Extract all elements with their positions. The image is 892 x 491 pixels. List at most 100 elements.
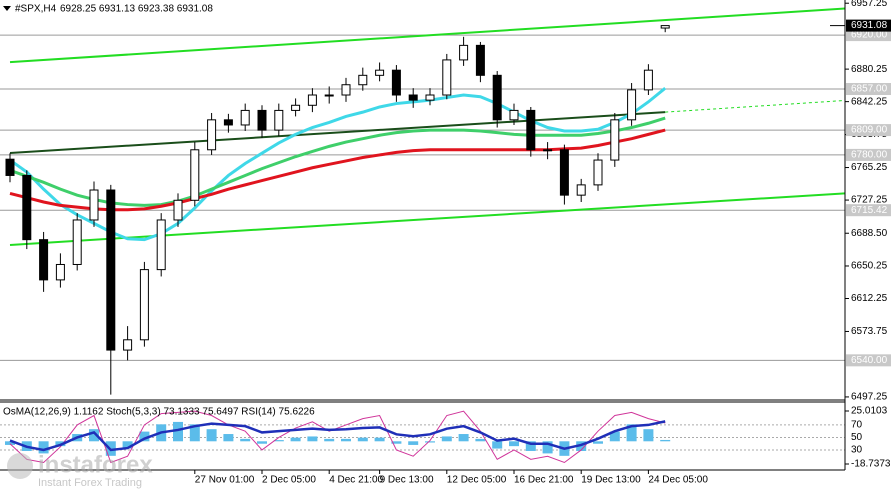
chart-title: #SPX,H4 [15, 4, 57, 15]
candle-body [442, 59, 452, 96]
level-label: 6809.00 [851, 125, 888, 136]
histogram-bar [257, 441, 267, 444]
moving-average [9, 116, 666, 207]
y-tick-label: 6727.25 [851, 195, 888, 206]
candle-body [643, 69, 653, 91]
ohlc-text: 6928.25 6931.13 6923.38 6931.08 [60, 4, 213, 15]
histogram-bar [189, 424, 200, 442]
indicator-title: OsMA(12,26,9) 1.1162 Stoch(5,3,3) 73.133… [3, 407, 315, 418]
candle-body [543, 149, 553, 152]
level-label: 6920.00 [851, 30, 888, 41]
candle-body [526, 109, 536, 151]
last-price-box [846, 19, 891, 32]
candle-body [593, 159, 603, 186]
y-tick-label: 6688.50 [851, 228, 888, 239]
candle-body [240, 109, 250, 126]
candle-body [89, 189, 99, 221]
candle-body [576, 184, 586, 196]
x-tick-label: 9 Dec 13:00 [380, 475, 434, 486]
candle-body [375, 69, 385, 76]
watermark: instaforex Instant Forex Trading [7, 451, 153, 489]
candle-body [5, 158, 15, 176]
main-pane [0, 7, 845, 395]
histogram-bar [408, 441, 419, 445]
y2-tick-label: 30 [851, 445, 863, 456]
candle-body [391, 69, 401, 96]
x-tick-label: 19 Dec 13:00 [581, 475, 641, 486]
level-label: 6780.00 [851, 150, 888, 161]
x-tick-label: 12 Dec 05:00 [447, 475, 507, 486]
y-tick-label: 6497.25 [851, 392, 888, 403]
histogram-bar [425, 441, 435, 443]
candle-body [341, 84, 351, 96]
histogram-bar [475, 438, 486, 442]
histogram-bar [626, 424, 637, 442]
histogram-bar [525, 441, 536, 451]
y-tick-label: -18.7373 [851, 459, 891, 470]
x-tick-label: 24 Dec 05:00 [648, 475, 708, 486]
candle-body [559, 149, 569, 196]
logo [7, 453, 33, 479]
watermark-brand: instaforex [38, 451, 153, 478]
candle-body [223, 119, 233, 126]
candle-body [627, 89, 637, 121]
histogram-bar [458, 434, 469, 442]
candle-body [274, 109, 284, 131]
candle-body [291, 104, 301, 111]
candle-body [660, 25, 670, 29]
histogram-bar [357, 437, 368, 442]
candle-body [106, 189, 116, 351]
x-tick-label: 2 Dec 05:00 [262, 475, 316, 486]
trendline [665, 99, 845, 113]
candle-body [509, 109, 519, 121]
candle-body [72, 219, 82, 265]
candle-body [459, 44, 469, 61]
level-box [846, 148, 891, 161]
histogram-bar [509, 441, 519, 447]
indicator-line [9, 420, 666, 452]
level-box [846, 354, 891, 367]
candle-body [22, 174, 32, 241]
x-tick-label: 27 Nov 01:00 [195, 475, 255, 486]
level-box [846, 124, 891, 137]
watermark-tagline: Instant Forex Trading [38, 477, 142, 489]
histogram-bar [341, 438, 351, 442]
y2-tick-label: 50 [851, 432, 863, 443]
level-box [846, 29, 891, 42]
histogram-bar [5, 441, 15, 445]
histogram-bar [307, 436, 318, 442]
y-tick-label: 6842.25 [851, 96, 888, 107]
candle-body [425, 94, 435, 101]
candle-body [55, 263, 65, 281]
candle-body [492, 74, 502, 121]
candle-body [207, 119, 217, 151]
candle-body [156, 219, 166, 271]
y-tick-label: 6880.25 [851, 64, 888, 75]
candle-body [139, 269, 149, 341]
histogram-bar [290, 437, 301, 442]
level-box [846, 204, 891, 217]
histogram-bar [139, 431, 150, 442]
candle-body [257, 109, 267, 131]
histogram-bar [240, 438, 251, 442]
level-label: 6540.00 [851, 355, 888, 366]
candle-body [307, 94, 317, 106]
candle-body [324, 94, 334, 97]
histogram-bar [643, 429, 654, 442]
histogram-bar [492, 441, 503, 449]
histogram-bar [609, 431, 620, 442]
y-tick-label: 25.0103 [851, 406, 888, 417]
histogram-bar [122, 441, 133, 449]
x-tick-label: 4 Dec 21:00 [329, 475, 383, 486]
y-tick-label: 6650.25 [851, 261, 888, 272]
x-tick-label: 16 Dec 21:00 [514, 475, 574, 486]
histogram-bar [374, 437, 385, 442]
histogram-bar [391, 441, 402, 444]
candle-body [123, 339, 133, 351]
menu-arrow[interactable] [3, 6, 11, 11]
trendline [9, 111, 666, 155]
histogram-bar [660, 439, 671, 442]
candle-body [173, 199, 183, 221]
